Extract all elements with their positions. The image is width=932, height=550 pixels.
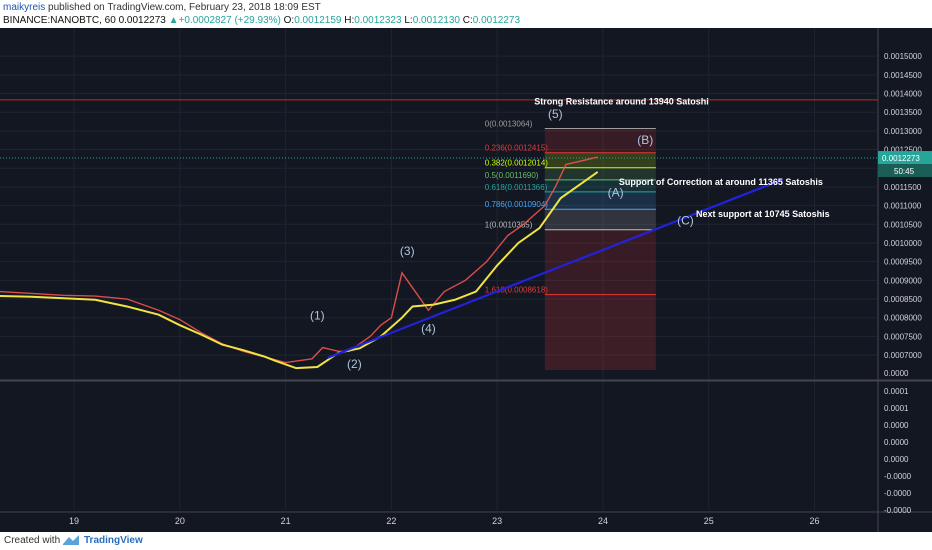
fib-level-label: 0.236(0.0012415): [485, 144, 549, 153]
y-tick-label: 0.0011000: [884, 202, 922, 211]
indicator-tick-label: -0.0000: [884, 489, 912, 498]
indicator-tick-label: 0.0000: [884, 438, 909, 447]
y-tick-label: 0.0013000: [884, 127, 922, 136]
y-tick-label: 0.0014000: [884, 90, 922, 99]
footer: Created with TradingView: [0, 532, 932, 550]
fib-level-label: 0.5(0.0011690): [485, 171, 539, 180]
publish-info: published on TradingView.com, February 2…: [45, 2, 321, 13]
y-tick-label: 0.0012500: [884, 146, 922, 155]
y-tick-label: 0.0008500: [884, 295, 922, 304]
low-value: 0.0012130: [412, 15, 460, 26]
fib-zone: [544, 191, 656, 210]
high-value: 0.0012323: [354, 15, 402, 26]
wave-label: (2): [347, 357, 362, 371]
countdown-tag: [878, 164, 932, 178]
high-label: H:: [344, 15, 355, 26]
y-tick-label: 0.0009500: [884, 258, 922, 267]
wave-label: (3): [400, 244, 415, 258]
low-label: L:: [404, 15, 413, 26]
y-tick-label: 0.0008000: [884, 314, 922, 323]
brand-name[interactable]: TradingView: [84, 535, 143, 546]
close-label: C:: [462, 15, 473, 26]
y-tick-label: 0.0007500: [884, 332, 922, 341]
last-price-label: 0.0012273: [882, 154, 920, 163]
wave-label: (5): [548, 107, 563, 121]
annotation-text: Strong Resistance around 13940 Satoshi: [534, 97, 709, 107]
tradingview-logo-icon: [63, 535, 79, 545]
x-tick-label: 24: [598, 516, 608, 526]
y-tick-label: 0.0007000: [884, 351, 922, 360]
x-tick-label: 26: [810, 516, 820, 526]
indicator-tick-label: -0.0000: [884, 472, 912, 481]
indicator-tick-label: -0.0000: [884, 506, 912, 515]
countdown-label: 50:45: [894, 167, 915, 176]
symbol-label[interactable]: BINANCE:NANOBTC, 60: [3, 15, 116, 26]
y-tick-label: 0.0015000: [884, 52, 922, 61]
fib-level-label: 0(0.0013064): [485, 119, 533, 128]
y-tick-label: 0.0013500: [884, 108, 922, 117]
wave-label: (4): [421, 322, 436, 336]
wave-label: (C): [677, 213, 694, 227]
fib-zone: [544, 152, 656, 168]
fib-zone: [544, 128, 656, 153]
annotation-text: Next support at 10745 Satoshis: [696, 209, 830, 219]
created-with-label: Created with: [4, 535, 61, 546]
open-value: 0.0012159: [294, 15, 342, 26]
fib-zone: [544, 294, 656, 370]
chart-header: maikyreis published on TradingView.com, …: [0, 0, 932, 28]
y-tick-label: 0.0011500: [884, 183, 922, 192]
moving-average-line: [0, 171, 599, 370]
fib-level-label: 0.382(0.0012014): [485, 159, 549, 168]
last-price: 0.0012273: [118, 15, 166, 26]
x-tick-label: 23: [492, 516, 502, 526]
chart-svg[interactable]: 0(0.0013064) 0.236(0.0012415) 0.382(0.0012…: [0, 28, 932, 532]
fib-level-label: 1(0.0010355): [485, 221, 533, 230]
volume-axis-label: 0.0000: [884, 369, 909, 378]
trendline: [327, 178, 784, 359]
fib-zone: [544, 167, 656, 180]
x-tick-label: 20: [175, 516, 185, 526]
x-tick-label: 25: [704, 516, 714, 526]
price-change: +0.0002827 (+29.93%): [178, 15, 281, 26]
last-price-tag: [878, 151, 932, 165]
up-arrow-icon: ▲: [168, 15, 179, 26]
chart-area[interactable]: 0(0.0013064) 0.236(0.0012415) 0.382(0.0012…: [0, 28, 932, 532]
price-series: [0, 156, 598, 364]
y-tick-label: 0.0009000: [884, 276, 922, 285]
fib-level-label: 0.618(0.0011366): [485, 183, 548, 192]
indicator-tick-label: 0.0001: [884, 387, 909, 396]
indicator-tick-label: 0.0001: [884, 404, 909, 413]
wave-label: (B): [637, 133, 653, 147]
open-label: O:: [283, 15, 295, 26]
x-tick-label: 19: [69, 516, 79, 526]
annotation-text: Support of Correction at around 11365 Sa…: [619, 177, 823, 187]
close-value: 0.0012273: [472, 15, 521, 26]
fib-zone: [544, 209, 656, 230]
y-tick-label: 0.0014500: [884, 71, 922, 80]
x-tick-label: 21: [281, 516, 291, 526]
fib-level-label: 1.618(0.0008618): [485, 286, 549, 295]
publish-line: maikyreis published on TradingView.com, …: [3, 2, 321, 13]
wave-label: (1): [310, 309, 325, 323]
y-tick-label: 0.0010000: [884, 239, 922, 248]
ohlc-line: BINANCE:NANOBTC, 60 0.0012273 ▲+0.000282…: [3, 15, 520, 26]
fib-zone: [544, 229, 656, 295]
y-tick-label: 0.0010500: [884, 220, 922, 229]
indicator-tick-label: 0.0000: [884, 421, 909, 430]
wave-label: (A): [608, 185, 624, 199]
author-link[interactable]: maikyreis: [3, 2, 46, 13]
indicator-tick-label: 0.0000: [884, 455, 909, 464]
fib-level-label: 0.786(0.0010904): [485, 200, 549, 209]
x-tick-label: 22: [386, 516, 396, 526]
